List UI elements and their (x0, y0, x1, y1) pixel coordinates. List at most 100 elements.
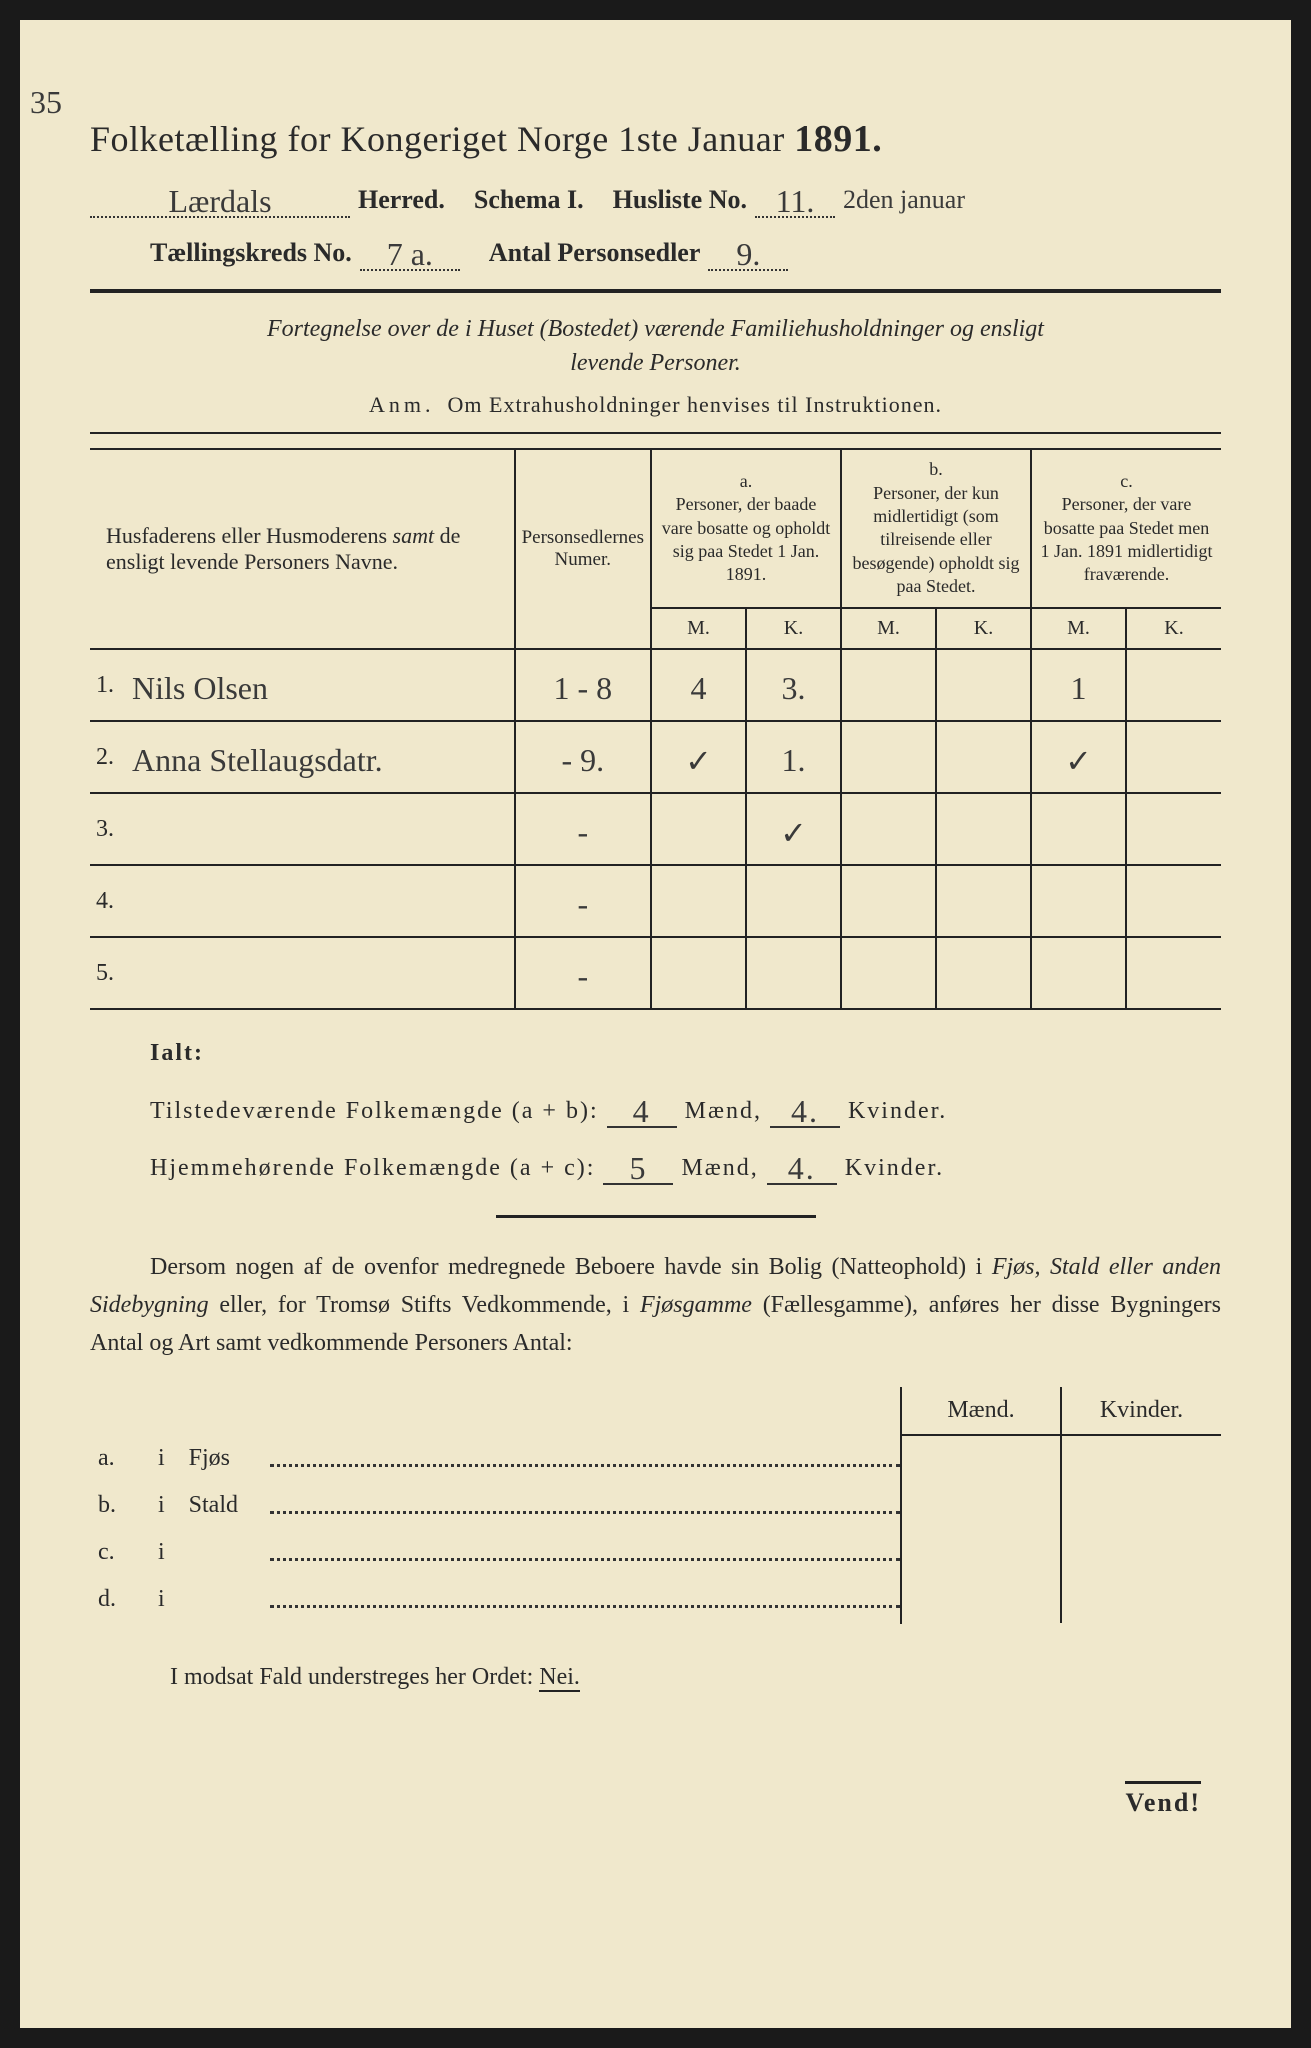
ialt-row-2: Hjemmehørende Folkemængde (a + c): 5 Mæn… (150, 1146, 1221, 1185)
col-group-c: c. Personer, der vare bosatte paa Stedet… (1031, 449, 1221, 607)
c-m-val: ✓ (1031, 721, 1126, 793)
ialt-kvinder-1: Kvinder. (848, 1098, 947, 1124)
person-name (120, 865, 515, 937)
grp-c-letter: c. (1120, 471, 1133, 491)
side-maend-val (901, 1482, 1061, 1529)
a-m-header: M. (651, 608, 746, 649)
header-line-1: Lærdals Herred. Schema I. Husliste No. 1… (90, 179, 1221, 218)
side-label: d. (90, 1576, 150, 1623)
person-name (120, 937, 515, 1009)
ialt-row-1: Tilstedeværende Folkemængde (a + b): 4 M… (150, 1089, 1221, 1128)
row-number: 1. (90, 649, 120, 721)
ialt-row1-m: 4 (633, 1093, 651, 1129)
divider-2 (90, 432, 1221, 434)
ialt-maend-1: Mænd, (685, 1098, 762, 1124)
sedler-num: - (515, 865, 651, 937)
building-paragraph: Dersom nogen af de ovenfor medregnede Be… (90, 1248, 1221, 1363)
title-year: 1891. (794, 118, 882, 160)
grp-b-letter: b. (929, 459, 943, 479)
col-name-header: Husfaderens eller Husmoderens samt de en… (90, 449, 515, 648)
ialt-maend-2: Mænd, (681, 1155, 758, 1181)
ialt-row2-m: 5 (629, 1150, 647, 1186)
c-k-val (1126, 865, 1221, 937)
c-m-val: 1 (1031, 649, 1126, 721)
b-k-val (936, 721, 1031, 793)
side-kvinder-header: Kvinder. (1061, 1387, 1221, 1435)
sedler-num: - (515, 793, 651, 865)
col-num-header: Personsedlernes Numer. (515, 449, 651, 648)
side-dots (270, 1576, 901, 1623)
ialt-kvinder-2: Kvinder. (845, 1155, 944, 1181)
side-row: b.i Stald (90, 1482, 1221, 1529)
a-k-val: 3. (746, 649, 841, 721)
ialt-row2-k: 4. (788, 1150, 816, 1186)
b-m-header: M. (841, 608, 936, 649)
grp-a-letter: a. (740, 471, 753, 491)
side-i: i (150, 1529, 270, 1576)
main-table: Husfaderens eller Husmoderens samt de en… (90, 448, 1221, 1009)
nei-pre: I modsat Fald understreges her Ordet: (170, 1664, 539, 1690)
a-k-val: ✓ (746, 793, 841, 865)
side-i: i (150, 1576, 270, 1623)
ialt-row1-label: Tilstedeværende Folkemængde (a + b): (150, 1098, 599, 1124)
b-m-val (841, 793, 936, 865)
c-k-val (1126, 793, 1221, 865)
c-k-val (1126, 721, 1221, 793)
c-k-val (1126, 649, 1221, 721)
sedler-num: 1 - 8 (515, 649, 651, 721)
short-divider (496, 1215, 816, 1218)
ialt-row2-label: Hjemmehørende Folkemængde (a + c): (150, 1155, 595, 1181)
desc-line-1: Fortegnelse over de i Huset (Bostedet) v… (90, 313, 1221, 347)
herred-label: Herred. (358, 185, 445, 215)
b-m-val (841, 937, 936, 1009)
side-kvinder-val (1061, 1576, 1221, 1623)
side-dots (270, 1529, 901, 1576)
c-m-val (1031, 865, 1126, 937)
person-name (120, 793, 515, 865)
a-m-val (651, 937, 746, 1009)
page-number-handwritten: 35 (30, 84, 62, 120)
husliste-label: Husliste No. (613, 185, 747, 215)
side-dots (270, 1435, 901, 1482)
title-text: Folketælling for Kongeriget Norge 1ste J… (90, 119, 794, 159)
anm-prefix: Anm. (369, 392, 435, 417)
a-k-val: 1. (746, 721, 841, 793)
side-maend-val (901, 1435, 1061, 1482)
grp-c-text: Personer, der vare bosatte paa Stedet me… (1041, 494, 1213, 584)
schema-label: Schema I. (474, 185, 584, 215)
desc-line-2: levende Personer. (90, 347, 1221, 381)
person-name: Anna Stellaugsdatr. (120, 721, 515, 793)
a-k-val (746, 937, 841, 1009)
b-m-val (841, 721, 936, 793)
a-k-header: K. (746, 608, 841, 649)
c-m-val (1031, 937, 1126, 1009)
side-table: Mænd. Kvinder. a.i Fjøsb.i Staldc.i d.i (90, 1387, 1221, 1624)
nei-line: I modsat Fald understreges her Ordet: Ne… (90, 1664, 1221, 1691)
side-maend-val (901, 1576, 1061, 1623)
b-k-val (936, 649, 1031, 721)
c-m-val (1031, 793, 1126, 865)
date-note: 2den januar (843, 185, 965, 215)
side-row: a.i Fjøs (90, 1435, 1221, 1482)
b-m-val (841, 865, 936, 937)
table-row: 1.Nils Olsen1 - 843. 1 (90, 649, 1221, 721)
b-k-val (936, 865, 1031, 937)
table-row: 2.Anna Stellaugsdatr.- 9.✓1.✓ (90, 721, 1221, 793)
header-line-2: Tællingskreds No. 7 a. Antal Personsedle… (90, 232, 1221, 271)
sedler-num: - 9. (515, 721, 651, 793)
a-m-val: 4 (651, 649, 746, 721)
col-group-b: b. Personer, der kun midlertidigt (som t… (841, 449, 1031, 607)
b-k-val (936, 793, 1031, 865)
kreds-value: 7 a. (387, 236, 433, 272)
row-number: 5. (90, 937, 120, 1009)
col-group-a: a. Personer, der baade vare bosatte og o… (651, 449, 841, 607)
side-label: a. (90, 1435, 150, 1482)
person-name: Nils Olsen (120, 649, 515, 721)
side-maend-val (901, 1529, 1061, 1576)
census-form-page: 35 Folketælling for Kongeriget Norge 1st… (20, 20, 1291, 2028)
anm-text: Om Extrahusholdninger henvises til Instr… (448, 392, 942, 417)
sedler-num: - (515, 937, 651, 1009)
side-i: i Fjøs (150, 1435, 270, 1482)
kreds-label: Tællingskreds No. (150, 238, 352, 268)
anm-line: Anm. Om Extrahusholdninger henvises til … (90, 392, 1221, 418)
